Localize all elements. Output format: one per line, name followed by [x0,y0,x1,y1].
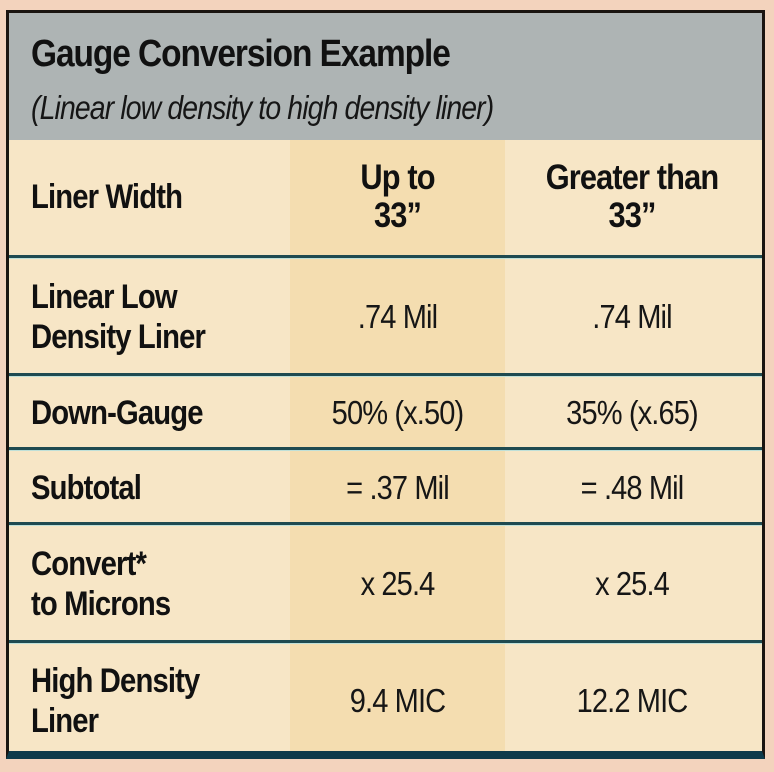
row-value-greater-than-33: 35% (x.65) [566,394,699,431]
row-value-greater-than-33: .74 Mil [592,298,672,335]
column-header-up-to-33-line2: 33” [373,196,422,235]
table-subtitle: (Linear low density to high density line… [31,89,494,126]
column-header-greater-than-33-line1: Greater than [545,158,719,197]
row-value-greater-than-33: = .48 Mil [580,469,685,506]
row-value-up-to-33: .74 Mil [357,298,438,335]
row-value-up-to-33: 9.4 MIC [349,682,446,719]
gauge-conversion-table-frame: Gauge Conversion Example (Linear low den… [6,10,765,759]
row-label-line1: High Density [31,662,200,700]
row-label-line2: Density Liner [31,318,206,356]
row-value-up-to-33: = .37 Mil [346,469,450,506]
row-divider [9,255,762,258]
row-value-greater-than-33: 12.2 MIC [576,682,689,719]
row-value-up-to-33: 50% (x.50) [331,394,465,431]
row-divider [9,447,762,450]
row-label-line1: Subtotal [31,469,142,507]
column-header-liner-width: Liner Width [31,178,183,216]
column-header-greater-than-33-line2: 33” [608,196,656,235]
column-header-up-to-33-line1: Up to [360,158,435,197]
row-label-line1: Down-Gauge [31,394,204,432]
table-title: Gauge Conversion Example [31,33,451,75]
row-label-line2: Liner [31,702,99,740]
row-value-up-to-33: x 25.4 [360,565,436,602]
row-value-greater-than-33: x 25.4 [595,565,670,602]
row-divider [9,522,762,525]
row-divider [9,373,762,376]
row-label-line1: Convert* [31,545,147,583]
row-divider [9,640,762,643]
table-header: Gauge Conversion Example (Linear low den… [9,13,762,140]
row-label-line2: to Microns [31,585,171,623]
highlight-column-background [290,140,505,751]
row-label-line1: Linear Low [31,278,178,316]
